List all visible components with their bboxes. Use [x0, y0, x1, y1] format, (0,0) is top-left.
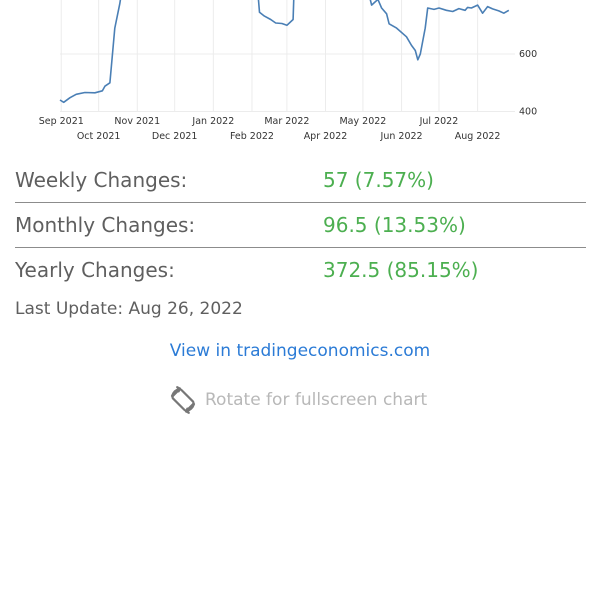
- chart-x-tick-label: Oct 2021: [77, 131, 121, 142]
- monthly-changes-row: Monthly Changes: 96.5 (13.53%): [15, 203, 586, 248]
- rotate-screen-icon: [168, 385, 198, 415]
- chart-x-tick-label: Jul 2022: [419, 116, 459, 127]
- chart-x-tick-label: Apr 2022: [304, 131, 348, 142]
- chart-series-line: [59, 0, 510, 104]
- monthly-changes-value: 96.5 (13.53%): [323, 213, 466, 237]
- monthly-changes-label: Monthly Changes:: [15, 213, 196, 237]
- chart-x-tick-label: Jun 2022: [380, 131, 423, 142]
- chart-x-tick-label: Jan 2022: [191, 116, 234, 127]
- rotate-fullscreen-label: Rotate for fullscreen chart: [205, 390, 428, 410]
- weekly-changes-label: Weekly Changes:: [15, 168, 188, 192]
- chart-x-tick-label: Dec 2021: [152, 131, 198, 142]
- yearly-changes-label: Yearly Changes:: [15, 258, 175, 282]
- yearly-changes-row: Yearly Changes: 372.5 (85.15%): [15, 248, 586, 292]
- chart-x-tick-label: Nov 2021: [114, 116, 160, 127]
- chart-x-tick-label: Aug 2022: [455, 131, 501, 142]
- chart-svg: Sep 2021 Oct 2021 Nov 2021 Dec 2021 Jan 2022…: [39, 0, 537, 142]
- price-chart: Sep 2021 Oct 2021 Nov 2021 Dec 2021 Jan 2022…: [0, 0, 600, 150]
- chart-x-tick-label: Feb 2022: [230, 131, 274, 142]
- tradingeconomics-link[interactable]: View in tradingeconomics.com: [169, 341, 431, 361]
- chart-x-tick-label: May 2022: [339, 116, 386, 127]
- changes-panel: Weekly Changes: 57 (7.57%) Monthly Chang…: [15, 158, 586, 292]
- rotate-fullscreen-button[interactable]: Rotate for fullscreen chart: [168, 384, 427, 416]
- last-update-text: Last Update: Aug 26, 2022: [15, 299, 243, 319]
- chart-y-tick-label: 600: [519, 49, 537, 60]
- chart-y-tick-label: 400: [519, 107, 537, 118]
- yearly-changes-value: 372.5 (85.15%): [323, 258, 479, 282]
- weekly-changes-row: Weekly Changes: 57 (7.57%): [15, 158, 586, 203]
- weekly-changes-value: 57 (7.57%): [323, 168, 434, 192]
- chart-x-tick-label: Sep 2021: [39, 116, 84, 127]
- chart-x-tick-label: Mar 2022: [264, 116, 309, 127]
